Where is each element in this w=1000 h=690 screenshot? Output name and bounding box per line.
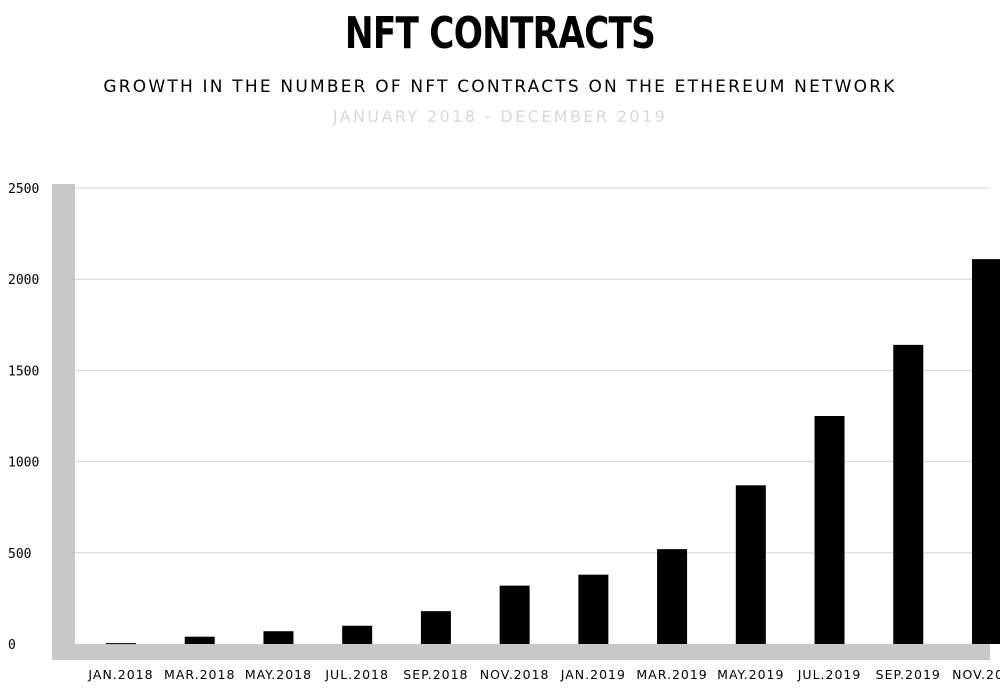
x-tick-label: JAN.2019 — [560, 667, 626, 682]
y-axis-tick-labels: 0 500 1000 1500 2000 2500 — [8, 182, 39, 653]
bar — [893, 344, 924, 644]
y-tick-label: 2000 — [8, 273, 39, 288]
bar — [342, 625, 373, 644]
x-tick-label: JUL.2018 — [324, 667, 389, 682]
y-tick-label: 0 — [8, 638, 16, 653]
y-tick-label: 1500 — [8, 364, 39, 379]
bar — [184, 636, 215, 644]
x-axis-band — [52, 644, 990, 660]
bar — [420, 611, 451, 644]
x-tick-label: SEP.2019 — [876, 667, 941, 682]
bar — [735, 485, 766, 644]
chart-date-range: JANUARY 2018 - DECEMBER 2019 — [332, 107, 668, 126]
x-tick-label: MAR.2018 — [164, 667, 235, 682]
bar — [578, 574, 609, 644]
y-axis-band — [52, 184, 75, 660]
bar — [499, 585, 530, 644]
x-tick-label: MAR.2019 — [636, 667, 707, 682]
bars — [106, 259, 1000, 645]
bar — [814, 416, 845, 644]
bar — [263, 631, 294, 644]
chart-subtitle: GROWTH IN THE NUMBER OF NFT CONTRACTS ON… — [103, 77, 897, 97]
x-tick-label: JUL.2019 — [797, 667, 862, 682]
bar — [972, 259, 1000, 644]
bar — [657, 549, 688, 644]
x-tick-label: JAN.2018 — [87, 667, 153, 682]
chart-title: NFT CONTRACTS — [344, 8, 656, 59]
x-tick-label: NOV.2018 — [480, 667, 550, 682]
axis-bands — [52, 184, 990, 660]
x-tick-label: MAY.2018 — [245, 667, 312, 682]
y-tick-label: 2500 — [8, 182, 39, 197]
x-tick-label: SEP.2018 — [403, 667, 468, 682]
y-tick-label: 1000 — [8, 456, 39, 471]
x-tick-label: NOV.2019 — [952, 667, 1000, 682]
y-tick-label: 500 — [8, 547, 31, 562]
grid-lines — [75, 187, 990, 554]
bar — [106, 643, 136, 645]
x-tick-label: MAY.2019 — [717, 667, 784, 682]
x-axis-tick-labels: JAN.2018 MAR.2018 MAY.2018 JUL.2018 SEP.2018… — [87, 667, 1000, 682]
